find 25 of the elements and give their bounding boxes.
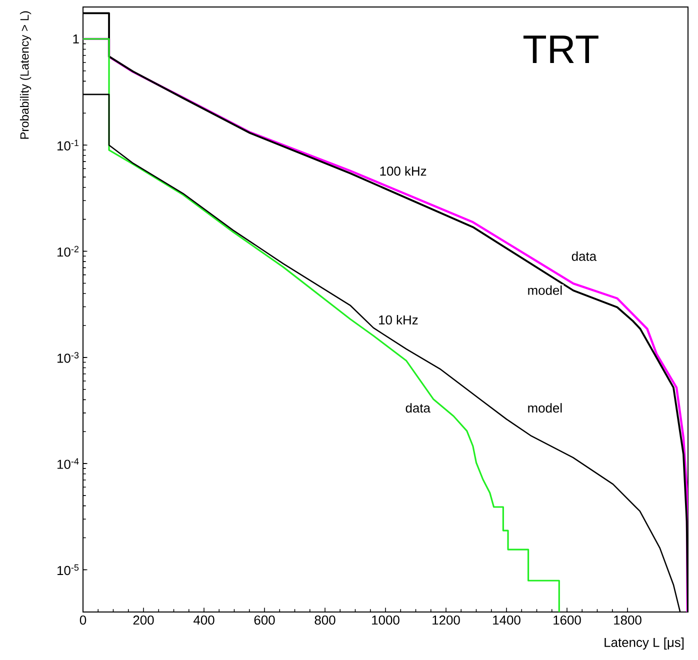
x-tick-label: 800 bbox=[314, 616, 336, 625]
text: TRT bbox=[523, 36, 598, 64]
annotation: model bbox=[528, 285, 562, 295]
x-tick-label: 1600 bbox=[554, 616, 581, 625]
y-tick-label: 10$^{-2}$ bbox=[58, 246, 79, 257]
x-tick-label: 400 bbox=[194, 616, 214, 625]
y-tick-label: 10$^{-4}$ bbox=[58, 458, 79, 469]
y-tick-label: 10$^{-5}$ bbox=[58, 564, 79, 576]
y-tick-label: 1 bbox=[73, 34, 79, 44]
x-tick-label: 1800 bbox=[614, 616, 642, 625]
x-axis-title: Latency L [μs] bbox=[604, 638, 684, 650]
x-tick-label: 1400 bbox=[493, 616, 520, 625]
x-tick-label: 600 bbox=[254, 616, 275, 625]
y-axis-title: Probability (Latency > L) bbox=[20, 11, 32, 139]
x-tick-label: 1000 bbox=[372, 616, 400, 625]
annotation: data bbox=[406, 403, 430, 413]
annotation: 10 kHz bbox=[379, 315, 418, 325]
annotation: model bbox=[528, 403, 562, 413]
annotation: 100 kHz bbox=[380, 166, 426, 176]
x-tick-label: 200 bbox=[133, 616, 154, 625]
x-tick-label: 1200 bbox=[432, 616, 460, 625]
annotation: data bbox=[572, 251, 597, 261]
x-tick-label: 0 bbox=[80, 616, 86, 625]
y-tick-label: 10$^{-3}$ bbox=[58, 352, 79, 363]
y-tick-label: 10$^{-1}$ bbox=[58, 140, 79, 150]
